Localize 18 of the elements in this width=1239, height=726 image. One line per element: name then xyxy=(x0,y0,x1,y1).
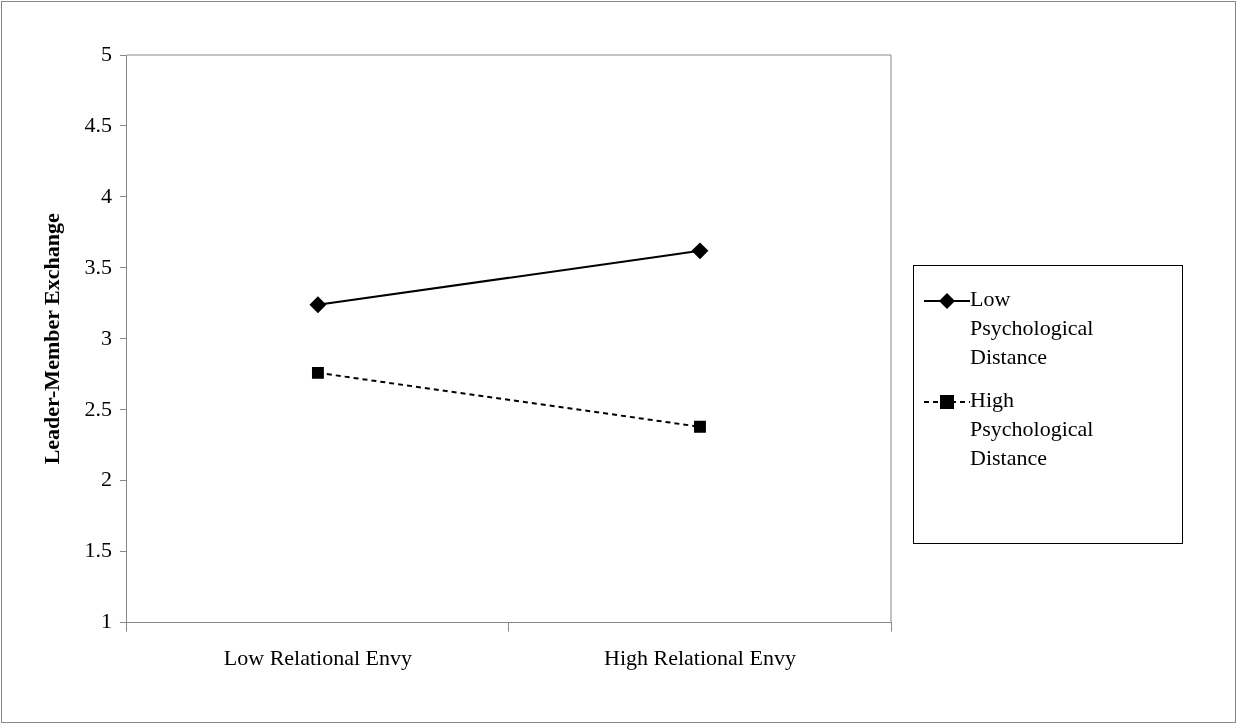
y-tick-label: 3.5 xyxy=(84,253,112,279)
y-tick-label: 2.5 xyxy=(84,395,112,421)
y-tick-label: 1 xyxy=(100,608,112,634)
y-tick-label: 5 xyxy=(100,40,112,66)
x-tick-label: Low Relational Envy xyxy=(223,644,413,670)
point xyxy=(309,296,326,313)
legend-label: Low Psychological Distance xyxy=(970,285,1095,371)
y-tick-label: 1.5 xyxy=(84,537,112,563)
y-tick-label: 3 xyxy=(100,324,112,350)
legend-label: High Psychological Distance xyxy=(970,386,1095,472)
y-tick-label: 4 xyxy=(100,182,112,208)
y-axis-title: Leader-Member Exchange xyxy=(38,213,64,465)
point xyxy=(311,366,324,379)
y-tick-label: 2 xyxy=(100,466,112,492)
point xyxy=(694,420,706,433)
point xyxy=(691,242,708,259)
x-tick-label: High Relational Envy xyxy=(604,644,796,670)
y-tick-label: 4.5 xyxy=(84,111,112,137)
